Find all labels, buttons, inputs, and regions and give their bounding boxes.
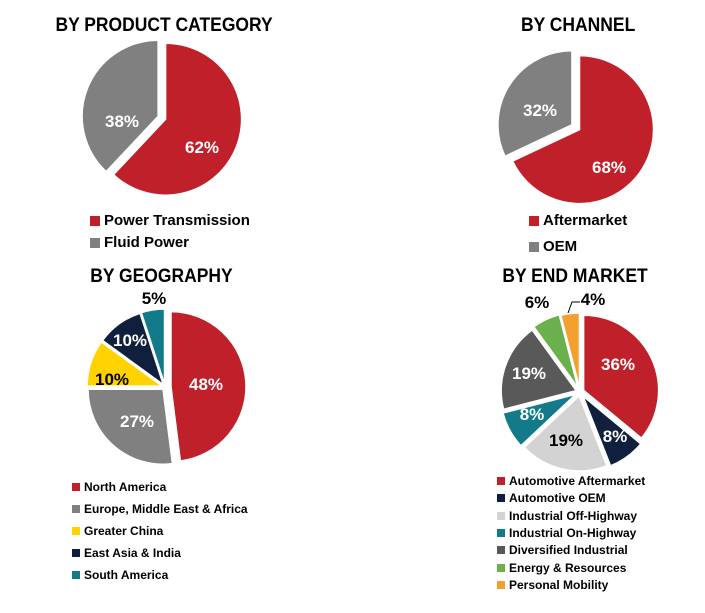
- pie-slice-oem: [497, 50, 573, 158]
- pie-slice-europe-middle-east-africa: [87, 388, 174, 465]
- data-label-industrial-on-highway: 8%: [520, 405, 545, 424]
- legend-swatch: [497, 580, 505, 589]
- legend-label: OEM: [543, 238, 578, 255]
- pie-slice-personal-mobility: [559, 312, 581, 389]
- pie-slice-automotive-aftermarket: [582, 314, 660, 440]
- pie-slice-greater-china: [86, 340, 165, 387]
- legend-swatch: [72, 549, 80, 557]
- legend-swatch: [529, 241, 539, 252]
- legend-label: Greater China: [84, 524, 164, 538]
- legend-item-personal-mobility: Personal Mobility: [497, 578, 608, 592]
- legend-label: Diversified Industrial: [509, 543, 628, 558]
- legend-item-industrial-on-highway: Industrial On-Highway: [497, 526, 636, 540]
- legend-swatch: [497, 563, 505, 572]
- data-label-power-transmission: 62%: [185, 138, 219, 157]
- legend-label: Energy & Resources: [509, 560, 627, 575]
- legend-swatch: [72, 571, 80, 579]
- data-label-personal-mobility: 4%: [581, 290, 606, 309]
- legend-swatch: [90, 237, 100, 248]
- legend-label: East Asia & India: [84, 546, 181, 560]
- leader-line-personal-mobility: [567, 301, 580, 314]
- chart-title-geography: BY GEOGRAPHY: [90, 266, 233, 287]
- pie-slice-automotive-oem: [582, 395, 642, 467]
- legend-item-europe-middle-east-africa: Europe, Middle East & Africa: [72, 502, 248, 516]
- legend-item-industrial-off-highway: Industrial Off-Highway: [497, 509, 637, 523]
- legend-item-energy-resources: Energy & Resources: [497, 561, 626, 575]
- legend-label: Automotive Aftermarket: [509, 474, 646, 488]
- legend-label: Fluid Power: [104, 234, 190, 251]
- legend-label: Personal Mobility: [509, 577, 609, 592]
- legend-label: Industrial On-Highway: [509, 525, 637, 540]
- legend-label: Industrial Off-Highway: [509, 508, 638, 523]
- chart-title-end-market: BY END MARKET: [502, 266, 648, 287]
- legend-item-south-america: South America: [72, 568, 168, 582]
- legend-label: South America: [84, 568, 169, 582]
- legend-item-east-asia-india: East Asia & India: [72, 546, 181, 560]
- data-label-diversified-industrial: 19%: [512, 364, 546, 383]
- legend-swatch: [72, 483, 80, 491]
- legend-item-oem: OEM: [529, 238, 577, 255]
- data-label-oem: 32%: [523, 101, 557, 120]
- pie-slice-energy-resources: [532, 313, 579, 388]
- legend-item-automotive-oem: Automotive OEM: [497, 491, 606, 505]
- data-label-north-america: 48%: [189, 375, 223, 394]
- legend-swatch: [90, 215, 100, 226]
- pie-slice-aftermarket: [511, 54, 655, 205]
- legend-swatch: [497, 494, 505, 503]
- legend-swatch: [497, 477, 505, 485]
- legend-item-aftermarket: Aftermarket: [529, 212, 627, 229]
- legend-swatch: [497, 546, 505, 555]
- legend-label: Power Transmission: [104, 212, 250, 229]
- chart-title-channel: BY CHANNEL: [520, 15, 636, 36]
- legend-swatch: [529, 215, 539, 226]
- pie-slice-east-asia-india: [101, 312, 165, 387]
- data-label-east-asia-india: 10%: [113, 331, 147, 350]
- data-label-greater-china: 10%: [95, 370, 129, 389]
- legend-item-greater-china: Greater China: [72, 524, 163, 538]
- data-label-south-america: 5%: [142, 289, 167, 308]
- chart-title-product: BY PRODUCT CATEGORY: [55, 15, 273, 36]
- data-label-automotive-aftermarket: 36%: [601, 355, 635, 374]
- legend-swatch: [72, 505, 80, 513]
- legend-item-fluid-power: Fluid Power: [90, 234, 189, 251]
- legend-swatch: [497, 511, 505, 520]
- data-label-energy-resources: 6%: [525, 293, 550, 312]
- data-label-europe-middle-east-africa: 27%: [120, 412, 154, 431]
- pie-slice-south-america: [140, 308, 166, 385]
- pie-slice-industrial-on-highway: [502, 393, 577, 447]
- legend-item-north-america: North America: [72, 480, 166, 494]
- data-label-aftermarket: 68%: [592, 158, 626, 177]
- legend-label: Automotive OEM: [509, 491, 606, 506]
- pie-slice-fluid-power: [81, 39, 159, 173]
- legend-label: Aftermarket: [543, 212, 628, 229]
- data-label-industrial-off-highway: 19%: [549, 431, 583, 450]
- legend-swatch: [497, 528, 505, 537]
- data-label-automotive-oem: 8%: [603, 427, 628, 446]
- legend-label: North America: [84, 480, 167, 494]
- pie-slice-power-transmission: [112, 42, 243, 196]
- pie-slice-industrial-off-highway: [523, 394, 608, 472]
- legend-item-automotive-aftermarket: Automotive Aftermarket: [497, 474, 645, 488]
- pie-slice-diversified-industrial: [500, 328, 578, 411]
- legend-item-diversified-industrial: Diversified Industrial: [497, 543, 628, 557]
- legend-item-power-transmission: Power Transmission: [90, 212, 250, 229]
- legend-label: Europe, Middle East & Africa: [84, 502, 248, 516]
- legend-swatch: [72, 527, 80, 535]
- pie-slice-north-america: [170, 310, 247, 462]
- data-label-fluid-power: 38%: [105, 112, 139, 131]
